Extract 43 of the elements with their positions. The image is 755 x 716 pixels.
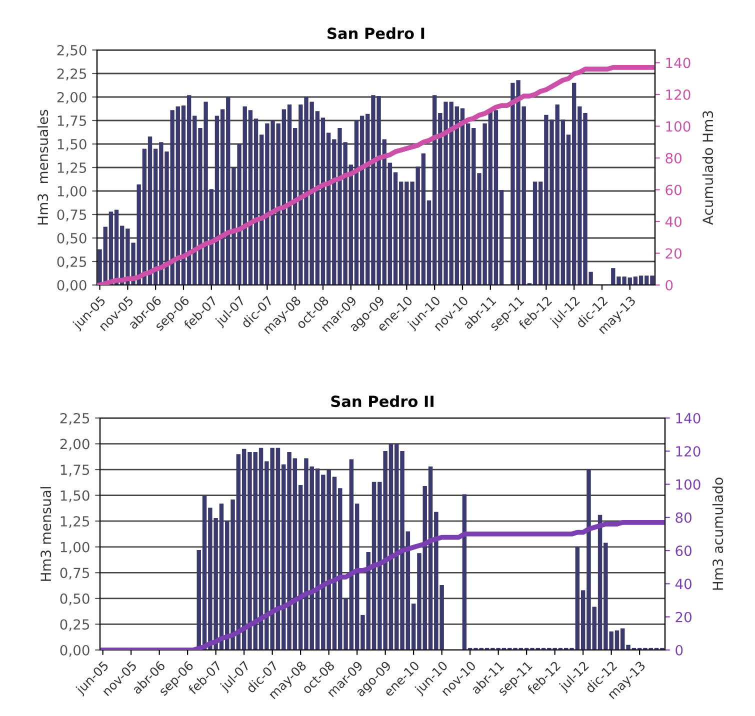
y-tick-label: 1,50 bbox=[58, 138, 86, 151]
y-tick-label: 2,25 bbox=[57, 68, 86, 80]
y2-tick-label: 0 bbox=[676, 644, 683, 656]
y2-tick-label: 60 bbox=[676, 546, 692, 556]
y2-tick-label: 80 bbox=[676, 512, 692, 523]
y-tick-label: 1,00 bbox=[58, 186, 86, 198]
y-tick-label: 1,75 bbox=[58, 116, 86, 128]
y2-tick-label: 80 bbox=[666, 152, 682, 164]
y-tick-label: 0,50 bbox=[57, 232, 86, 245]
y2-tick-label: 0 bbox=[666, 280, 673, 290]
y-tick-label: 1,25 bbox=[58, 162, 86, 174]
y-tick-label: 0,25 bbox=[57, 256, 86, 268]
y2-tick-label: 120 bbox=[666, 89, 690, 100]
y2-tick-label: 20 bbox=[676, 612, 692, 622]
y-tick-label: 1,00 bbox=[60, 542, 90, 554]
y-tick-label: 2,00 bbox=[60, 438, 90, 451]
y2-tick-label: 20 bbox=[666, 248, 682, 259]
y2-tick-label: 140 bbox=[666, 58, 690, 68]
y-axis-title: Hm3 mensual bbox=[40, 487, 52, 581]
y-tick-label: 0,75 bbox=[60, 568, 90, 580]
y-tick-label: 0,75 bbox=[57, 209, 86, 222]
y-tick-label: 2,25 bbox=[60, 412, 90, 425]
y2-tick-label: 40 bbox=[665, 216, 682, 227]
y2-tick-label: 140 bbox=[676, 412, 700, 424]
y2-tick-label: 120 bbox=[676, 446, 700, 457]
y2-axis-title: Hm3 acumulado bbox=[712, 478, 724, 590]
y-tick-label: 0,25 bbox=[60, 619, 90, 632]
y2-tick-label: 100 bbox=[666, 121, 690, 132]
y-tick-label: 0,00 bbox=[57, 280, 86, 292]
y-axis-title: Hm3 mensuales bbox=[37, 110, 48, 224]
chart-title: San Pedro I bbox=[328, 27, 424, 40]
y-tick-label: 0,00 bbox=[60, 644, 90, 657]
y-tick-label: 1,25 bbox=[60, 516, 90, 528]
y2-tick-label: 60 bbox=[666, 184, 682, 196]
y-tick-label: 0,50 bbox=[60, 593, 90, 606]
y2-tick-label: 40 bbox=[675, 578, 692, 590]
y2-tick-label: 100 bbox=[676, 479, 700, 490]
chart-title: San Pedro II bbox=[331, 395, 434, 408]
y-tick-label: 1,50 bbox=[60, 490, 90, 502]
y-tick-label: 2,00 bbox=[57, 92, 86, 104]
y-tick-label: 1,75 bbox=[60, 464, 90, 476]
y2-axis-title: Acumulado Hm3 bbox=[702, 111, 714, 225]
y-tick-label: 2,50 bbox=[57, 44, 86, 57]
